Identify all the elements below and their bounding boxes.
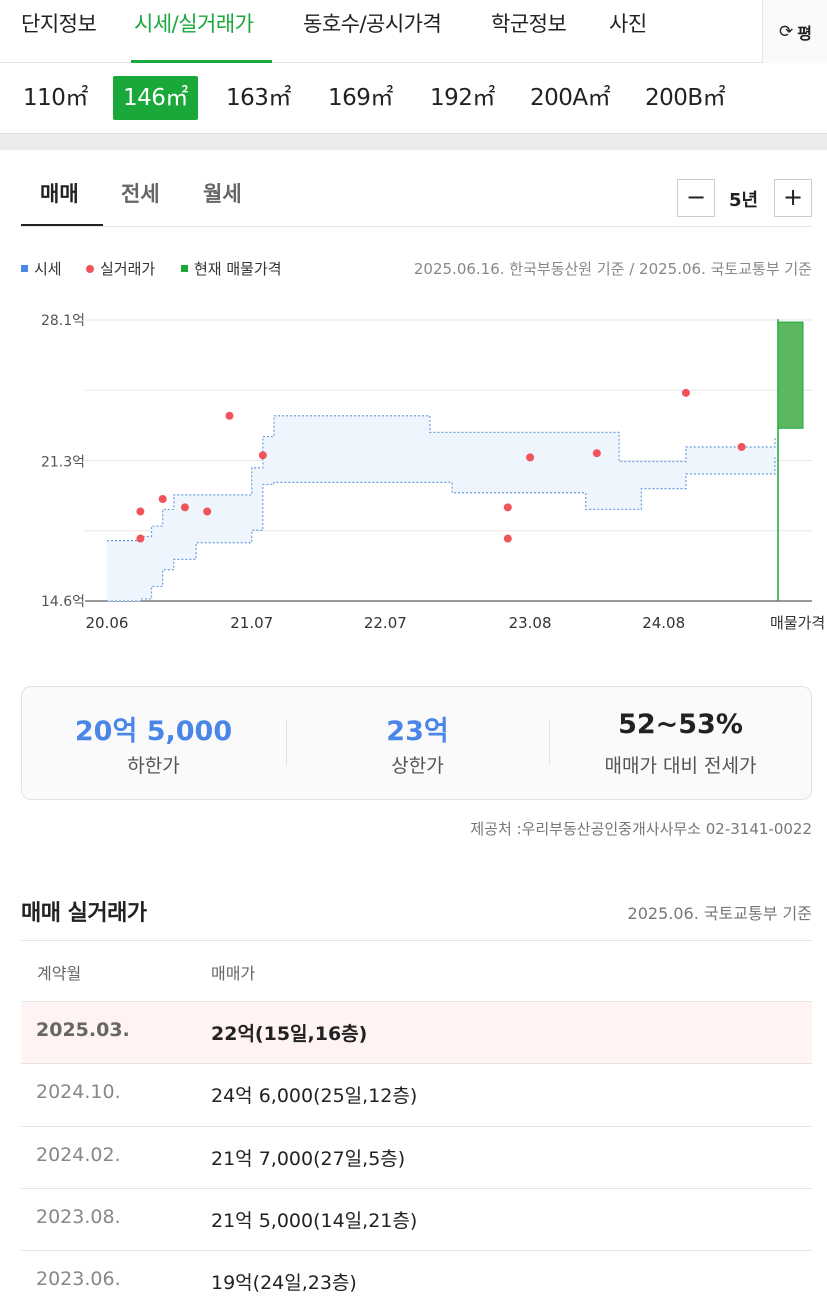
table-header-price: 매매가 (211, 964, 256, 983)
price-summary-card: 20억 5,000 하한가 23억 상한가 52~53% 매매가 대비 전세가 (21, 686, 812, 800)
unit-toggle-button[interactable]: ⟳ 평 (762, 0, 827, 63)
legend-item-listing: 현재 매물가격 (181, 258, 282, 279)
sub-tab-divider (21, 226, 812, 227)
section-source-note: 2025.06. 국토교통부 기준 (627, 904, 812, 923)
transaction-point (681, 388, 690, 397)
y-tick-label: 14.6억 (41, 594, 85, 610)
legend-item-market: 시세 (21, 258, 62, 279)
table-row[interactable]: 2023.08. 21억 5,000(14일,21층) (21, 1188, 812, 1250)
area-chip-110[interactable]: 110㎡ (23, 85, 88, 111)
active-tab-indicator (131, 60, 272, 63)
summary-divider (549, 719, 550, 765)
legend-listing-label: 현재 매물가격 (194, 260, 282, 278)
summary-ratio-label: 매매가 대비 전세가 (604, 755, 757, 777)
tab-jeonse[interactable]: 전세 (121, 182, 160, 206)
x-tick-label: 23.08 (509, 614, 552, 632)
x-tick-label: 20.06 (86, 614, 129, 632)
x-tick-label: 22.07 (364, 614, 407, 632)
period-decrease-button[interactable]: − (677, 179, 715, 217)
summary-upper-price: 23억 상한가 (286, 687, 549, 799)
legend-source-note: 2025.06.16. 한국부동산원 기준 / 2025.06. 국토교통부 기… (413, 260, 812, 278)
legend-transactions-swatch (86, 264, 94, 273)
transaction-point (503, 503, 512, 512)
listing-price-bar (777, 321, 804, 429)
row-price: 24억 6,000(25일,12층) (211, 1085, 418, 1107)
legend-listing-swatch (181, 265, 188, 272)
row-price: 21억 5,000(14일,21층) (211, 1210, 418, 1232)
transaction-point (136, 534, 145, 543)
row-date: 2023.06. (36, 1268, 121, 1290)
summary-upper-label: 상한가 (391, 755, 444, 777)
transaction-point (526, 453, 535, 462)
unit-toggle-label: 평 (797, 23, 812, 43)
x-tick-label: 24.08 (642, 614, 685, 632)
tab-photos[interactable]: 사진 (609, 12, 647, 36)
x-tick-label: 매물가격 (770, 614, 825, 632)
area-chip-200a[interactable]: 200A㎡ (530, 85, 611, 111)
legend-market-swatch (21, 265, 28, 272)
y-tick-label: 21.3억 (41, 455, 85, 471)
table-row[interactable]: 2025.03. 22억(15일,16층) (21, 1001, 812, 1063)
transaction-point (503, 534, 512, 543)
transaction-point (225, 411, 234, 420)
area-chip-200b[interactable]: 200B㎡ (645, 85, 726, 111)
row-price: 22억(15일,16층) (211, 1023, 368, 1045)
area-chip-192[interactable]: 192㎡ (430, 85, 495, 111)
summary-lower-value: 20억 5,000 (74, 716, 233, 747)
transaction-point (136, 507, 145, 516)
table-row[interactable]: 2023.06. 19억(24일,23층) (21, 1250, 812, 1307)
table-row[interactable]: 2024.10. 24억 6,000(25일,12층) (21, 1063, 812, 1125)
summary-lower-label: 하한가 (127, 755, 180, 777)
tab-sale[interactable]: 매매 (40, 182, 79, 206)
sub-tab-indicator (21, 224, 103, 227)
row-date: 2025.03. (36, 1019, 130, 1041)
tab-complex-info[interactable]: 단지정보 (21, 12, 97, 36)
area-selector: 110㎡ 146㎡ 163㎡ 169㎡ 192㎡ 200A㎡ 200B㎡ (0, 64, 827, 134)
area-chip-146[interactable]: 146㎡ (113, 76, 198, 120)
top-tab-bar: 단지정보 시세/실거래가 동호수/공시가격 학군정보 사진 ⟳ 평 (0, 0, 827, 63)
row-date: 2024.10. (36, 1081, 121, 1103)
refresh-icon: ⟳ (779, 21, 794, 42)
row-date: 2023.08. (36, 1206, 121, 1228)
row-date: 2024.02. (36, 1144, 121, 1166)
section-title: 매매 실거래가 (21, 901, 147, 926)
row-price: 19억(24일,23층) (211, 1272, 357, 1294)
summary-divider (286, 719, 287, 765)
area-chip-169[interactable]: 169㎡ (328, 85, 393, 111)
summary-jeonse-ratio: 52~53% 매매가 대비 전세가 (549, 687, 812, 799)
section-divider (0, 133, 827, 150)
transaction-point (180, 503, 189, 512)
tab-school-info[interactable]: 학군정보 (491, 12, 567, 36)
market-price-band (107, 415, 775, 601)
legend-market-label: 시세 (34, 260, 62, 278)
table-top-border (21, 940, 812, 941)
transaction-point (592, 449, 601, 458)
row-price: 21억 7,000(27일,5층) (211, 1148, 406, 1170)
tab-price-transactions[interactable]: 시세/실거래가 (134, 12, 254, 36)
area-chip-163[interactable]: 163㎡ (226, 85, 291, 111)
transaction-point (203, 507, 212, 516)
y-tick-label: 28.1억 (41, 313, 85, 329)
summary-ratio-value: 52~53% (618, 709, 743, 740)
market-price-lower-line (107, 457, 776, 602)
tab-unit-public-price[interactable]: 동호수/공시가격 (303, 12, 442, 36)
data-provider: 제공처 :우리부동산공인중개사사무소 02-3141-0022 (470, 820, 812, 838)
table-header-month: 계약월 (37, 964, 82, 983)
transaction-point (158, 495, 167, 504)
transaction-point (737, 442, 746, 451)
summary-upper-value: 23억 (386, 716, 449, 747)
table-row[interactable]: 2024.02. 21억 7,000(27일,5층) (21, 1126, 812, 1188)
legend-item-transactions: 실거래가 (86, 258, 155, 279)
period-value: 5년 (729, 190, 759, 211)
x-tick-label: 21.07 (230, 614, 273, 632)
period-increase-button[interactable]: + (774, 179, 812, 217)
legend-transactions-label: 실거래가 (100, 260, 156, 278)
tab-monthly-rent[interactable]: 월세 (203, 182, 242, 206)
transaction-point (258, 451, 267, 460)
summary-lower-price: 20억 5,000 하한가 (22, 687, 285, 799)
